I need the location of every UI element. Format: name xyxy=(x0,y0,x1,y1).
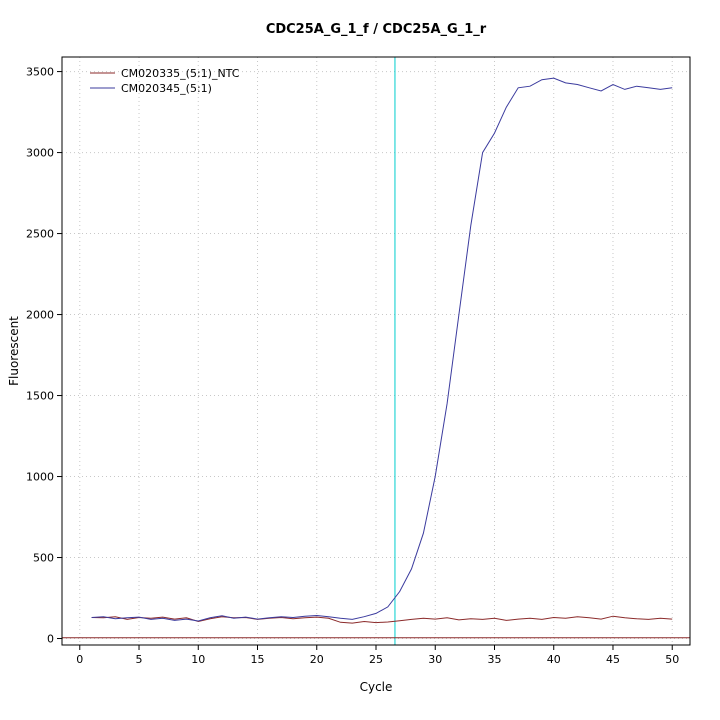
x-axis-label: Cycle xyxy=(360,680,393,694)
y-tick-label: 3000 xyxy=(26,147,54,160)
x-tick-label: 40 xyxy=(547,653,561,666)
x-tick-label: 25 xyxy=(369,653,383,666)
x-tick-label: 15 xyxy=(251,653,265,666)
x-tick-label: 30 xyxy=(428,653,442,666)
y-tick-label: 1500 xyxy=(26,390,54,403)
axes: 0 500 1000 1500 2000 2500 3000 3500 0 5 10 15 20 25 30… xyxy=(26,66,679,666)
legend-label: CM020335_(5:1)_NTC xyxy=(121,67,240,80)
y-tick-label: 3500 xyxy=(26,66,54,79)
x-tick-label: 45 xyxy=(606,653,620,666)
y-tick-label: 2500 xyxy=(26,228,54,241)
legend: CM020335_(5:1)_NTC CM020345_(5:1) xyxy=(90,67,240,95)
legend-label: CM020345_(5:1) xyxy=(121,82,212,95)
x-tick-label: 5 xyxy=(136,653,143,666)
x-tick-label: 20 xyxy=(310,653,324,666)
x-tick-label: 35 xyxy=(487,653,501,666)
x-tick-label: 0 xyxy=(76,653,83,666)
y-tick-label: 2000 xyxy=(26,309,54,322)
series-line xyxy=(91,77,673,622)
x-tick-label: 50 xyxy=(665,653,679,666)
series-line xyxy=(91,615,673,624)
y-axis-label: Fluorescent xyxy=(7,316,21,386)
gridlines xyxy=(62,57,690,645)
y-tick-label: 500 xyxy=(33,552,54,565)
chart-title: CDC25A_G_1_f / CDC25A_G_1_r xyxy=(265,22,487,37)
y-tick-label: 0 xyxy=(47,633,54,646)
y-tick-label: 1000 xyxy=(26,471,54,484)
x-tick-label: 10 xyxy=(191,653,205,666)
